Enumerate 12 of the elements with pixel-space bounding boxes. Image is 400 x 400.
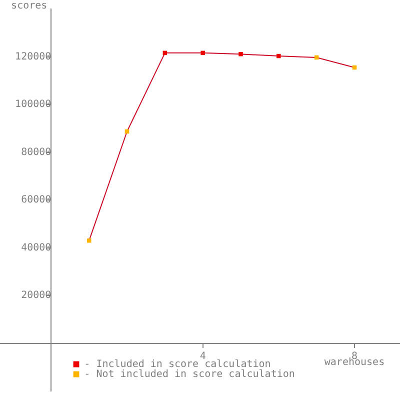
point [238,52,243,56]
y-tick-label: 120000 [15,51,52,62]
point [276,54,281,58]
y-tick-label: 100000 [15,99,52,110]
y-tick-label: 20000 [21,290,52,302]
y-tick-label: 60000 [21,194,52,206]
legend-label: - Not included in score calculation [84,368,295,380]
y-tick-label: 40000 [21,242,52,254]
y-axis-title: scores [11,0,48,12]
x-axis-title: warehouses [324,356,385,368]
point [200,50,205,56]
y-tick-label: 80000 [21,146,52,158]
